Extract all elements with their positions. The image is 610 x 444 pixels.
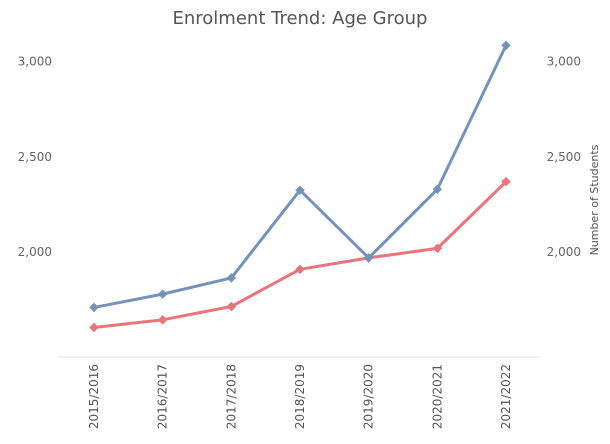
data-point[interactable] xyxy=(226,273,237,283)
series-2 xyxy=(89,176,511,333)
data-point[interactable] xyxy=(157,289,168,299)
data-point[interactable] xyxy=(157,314,168,325)
x-tick-label: 2018/2019 xyxy=(293,364,307,429)
right-y-tick-label: 2,500 xyxy=(547,150,581,164)
x-tick-label: 2020/2021 xyxy=(430,364,444,429)
right-y-tick-label: 3,000 xyxy=(547,55,581,69)
data-point[interactable] xyxy=(501,40,511,51)
data-point[interactable] xyxy=(432,184,443,195)
data-point[interactable] xyxy=(501,176,511,187)
left-y-tick-label: 2,500 xyxy=(18,150,52,164)
series-layer xyxy=(89,40,511,333)
x-axis: 2015/2016 2016/2017 2017/2018 2018/2019 2019… xyxy=(87,364,513,429)
left-y-tick-label: 3,000 xyxy=(18,55,52,69)
x-tick-label: 2021/2022 xyxy=(499,364,513,429)
left-y-axis: 3,000 2,500 2,000 xyxy=(18,55,52,260)
data-point[interactable] xyxy=(295,185,305,196)
data-point[interactable] xyxy=(432,243,443,254)
data-point[interactable] xyxy=(226,301,237,312)
series-1 xyxy=(89,40,511,313)
series-2-line xyxy=(92,180,508,329)
data-point[interactable] xyxy=(89,302,99,313)
chart-title: Enrolment Trend: Age Group xyxy=(173,8,428,29)
x-tick-label: 2016/2017 xyxy=(156,364,170,429)
data-point[interactable] xyxy=(295,264,305,275)
data-point[interactable] xyxy=(363,253,374,263)
right-y-axis-label: Number of Students xyxy=(588,144,601,255)
x-tick-label: 2015/2016 xyxy=(87,364,101,429)
right-y-tick-label: 2,000 xyxy=(547,245,581,259)
right-y-axis: 3,000 2,500 2,000 xyxy=(547,55,581,260)
x-tick-label: 2019/2020 xyxy=(362,364,376,429)
data-point[interactable] xyxy=(89,322,99,333)
x-tick-label: 2017/2018 xyxy=(224,364,238,429)
left-y-tick-label: 2,000 xyxy=(18,245,52,259)
